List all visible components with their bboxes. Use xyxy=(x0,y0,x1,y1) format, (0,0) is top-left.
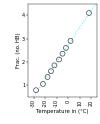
Point xyxy=(35,89,37,91)
Point xyxy=(50,70,52,72)
Point xyxy=(58,59,60,61)
Point xyxy=(65,47,67,49)
Y-axis label: Frac. (no. HB): Frac. (no. HB) xyxy=(16,32,21,68)
Point xyxy=(47,76,48,78)
Point xyxy=(42,83,44,85)
Point xyxy=(54,64,55,66)
Point xyxy=(70,40,71,42)
Point xyxy=(88,12,90,14)
X-axis label: Temperature in (°C): Temperature in (°C) xyxy=(36,109,89,114)
Point xyxy=(62,53,63,55)
